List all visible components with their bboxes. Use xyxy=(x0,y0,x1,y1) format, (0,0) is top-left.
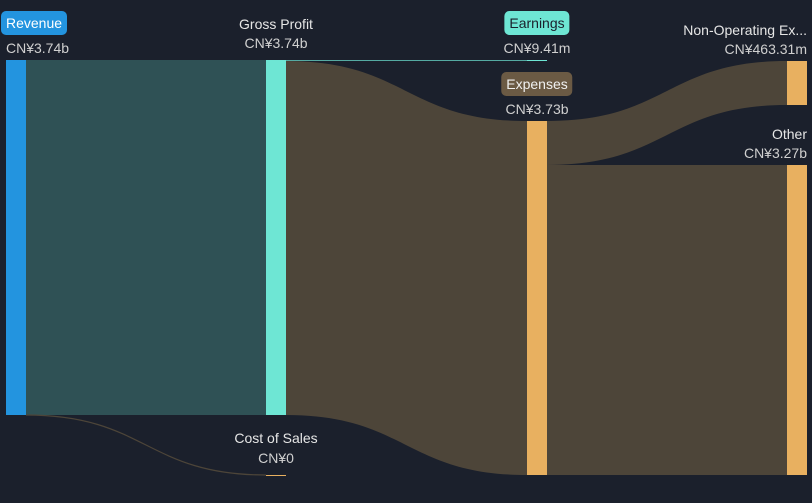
revenue-value: CN¥3.74b xyxy=(6,40,70,56)
cost-of-sales-label: Cost of Sales xyxy=(234,430,318,446)
flow-gross-profit-to-expenses xyxy=(286,61,527,475)
expenses-value: CN¥3.73b xyxy=(505,101,569,117)
non-operating-value: CN¥463.31m xyxy=(724,41,808,57)
gross-profit-label: Gross Profit xyxy=(239,16,313,32)
node-non-operating[interactable] xyxy=(787,61,807,105)
node-gross-profit[interactable] xyxy=(266,60,286,415)
node-expenses[interactable] xyxy=(527,121,547,475)
flow-expenses-to-other xyxy=(547,165,787,475)
node-cost-of-sales[interactable] xyxy=(266,475,286,476)
earnings-label: Earnings xyxy=(504,11,570,35)
flow-expenses-to-non-operating xyxy=(547,61,787,165)
other-label: Other xyxy=(771,126,807,142)
flow-revenue-to-gross-profit xyxy=(26,60,266,415)
flow-revenue-to-cost-of-sales xyxy=(25,414,267,476)
node-revenue[interactable] xyxy=(6,60,26,415)
node-other[interactable] xyxy=(787,165,807,475)
gross-profit-value: CN¥3.74b xyxy=(244,35,308,51)
revenue-label: Revenue xyxy=(1,11,68,35)
expenses-label: Expenses xyxy=(501,72,573,96)
non-operating-label: Non-Operating Ex... xyxy=(683,22,807,38)
node-earnings[interactable] xyxy=(527,60,547,61)
cost-of-sales-value: CN¥0 xyxy=(258,450,294,466)
other-value: CN¥3.27b xyxy=(743,145,807,161)
earnings-value: CN¥9.41m xyxy=(503,40,571,56)
